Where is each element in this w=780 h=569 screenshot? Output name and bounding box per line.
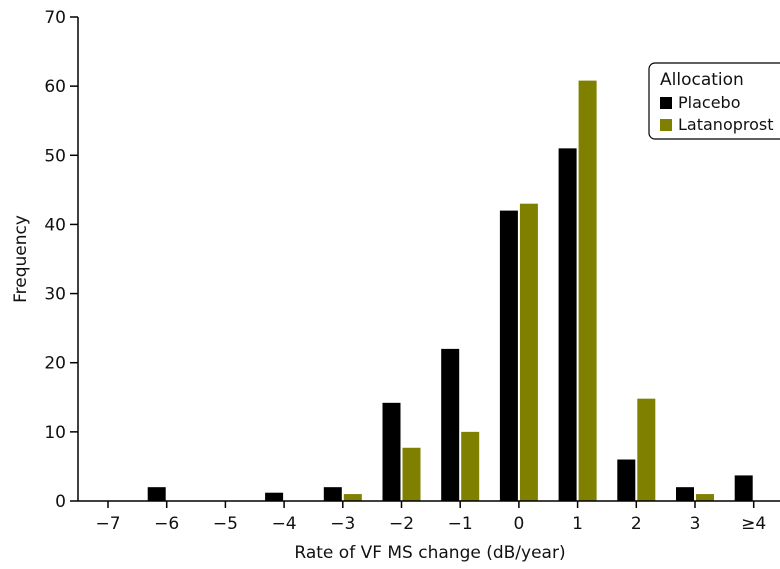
bar-latanoprost <box>578 80 597 502</box>
x-tick-label: ≥4 <box>741 514 766 534</box>
x-tick-label: −3 <box>330 514 355 534</box>
bar-latanoprost <box>696 494 714 501</box>
legend-title: Allocation <box>660 70 744 90</box>
bar-placebo <box>147 487 166 501</box>
y-tick-label: 40 <box>44 215 66 235</box>
bar-latanoprost <box>461 431 480 501</box>
x-axis-label: Rate of VF MS change (dB/year) <box>294 543 565 563</box>
bar-placebo <box>441 348 460 501</box>
x-tick-label: −7 <box>95 514 120 534</box>
y-axis-label: Frequency <box>11 215 31 303</box>
y-tick-label: 0 <box>55 492 66 512</box>
x-tick-label: −5 <box>213 514 238 534</box>
bar-latanoprost <box>637 398 656 501</box>
bar-placebo <box>323 487 342 501</box>
x-tick-label: −4 <box>272 514 297 534</box>
legend-box <box>648 62 780 140</box>
x-ticks: −7 −6 −5 −4 −3 −2 −1 0 1 2 3 ≥4 <box>95 501 766 534</box>
bars-group <box>147 80 753 502</box>
y-ticks: 0 10 20 30 40 50 60 70 <box>44 8 78 512</box>
legend-label-placebo: Placebo <box>678 93 740 112</box>
bar-placebo <box>617 459 636 501</box>
legend-label-latanoprost: Latanoprost <box>678 115 774 134</box>
y-tick-label: 60 <box>44 77 66 97</box>
bar-placebo <box>382 402 401 501</box>
bar-placebo <box>499 210 518 501</box>
legend: Allocation Placebo Latanoprost <box>648 62 780 140</box>
x-tick-label: −6 <box>154 514 179 534</box>
bar-latanoprost <box>343 494 362 501</box>
x-tick-label: 0 <box>513 514 524 534</box>
y-tick-label: 20 <box>44 354 66 374</box>
bar-placebo <box>265 492 284 501</box>
legend-swatch-placebo <box>660 97 672 109</box>
x-tick-label: 3 <box>690 514 701 534</box>
y-tick-label: 10 <box>44 423 66 443</box>
bar-placebo <box>558 148 577 501</box>
legend-swatch-latanoprost <box>660 119 672 131</box>
y-tick-label: 50 <box>44 146 66 166</box>
bar-latanoprost <box>519 203 538 501</box>
x-tick-label: −2 <box>389 514 414 534</box>
y-tick-label: 70 <box>44 8 66 28</box>
x-tick-label: −1 <box>448 514 473 534</box>
y-tick-label: 30 <box>44 285 66 305</box>
x-tick-label: 1 <box>572 514 583 534</box>
bar-placebo <box>676 487 694 501</box>
x-tick-label: 2 <box>631 514 642 534</box>
bar-latanoprost <box>402 447 421 501</box>
bar-placebo <box>734 475 753 501</box>
